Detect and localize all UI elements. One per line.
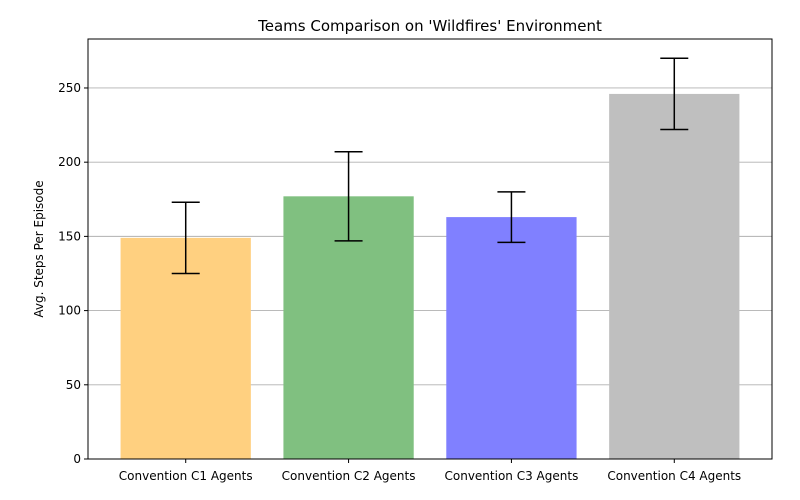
x-tick-label: Convention C4 Agents — [607, 469, 741, 483]
x-tick-label: Convention C3 Agents — [445, 469, 579, 483]
error-bar-1 — [171, 201, 200, 275]
bars — [120, 93, 740, 460]
y-axis-ticks: 0 50 100 150 200 250 — [58, 81, 88, 466]
bar-3 — [446, 217, 577, 459]
error-bar-3 — [497, 191, 526, 244]
y-tick-label: 150 — [58, 229, 81, 243]
y-tick-label: 250 — [58, 81, 81, 95]
x-axis-ticks: Convention C1 Agents Convention C2 Agents… — [119, 459, 741, 483]
plot-frame — [87, 38, 773, 460]
x-tick-label: Convention C2 Agents — [282, 469, 416, 483]
y-tick-label: 100 — [58, 304, 81, 318]
error-bar-2 — [334, 151, 363, 242]
bar-1 — [120, 237, 251, 459]
y-axis-label: Avg. Steps Per Episode — [32, 180, 46, 317]
y-tick-label: 200 — [58, 155, 81, 169]
y-tick-label: 50 — [66, 378, 81, 392]
error-bar-4 — [660, 57, 689, 131]
chart-title: Teams Comparison on 'Wildfires' Environm… — [257, 17, 602, 35]
error-bars — [171, 57, 689, 275]
x-tick-label: Convention C1 Agents — [119, 469, 253, 483]
y-tick-label: 0 — [73, 452, 81, 466]
bar-4 — [609, 93, 740, 460]
